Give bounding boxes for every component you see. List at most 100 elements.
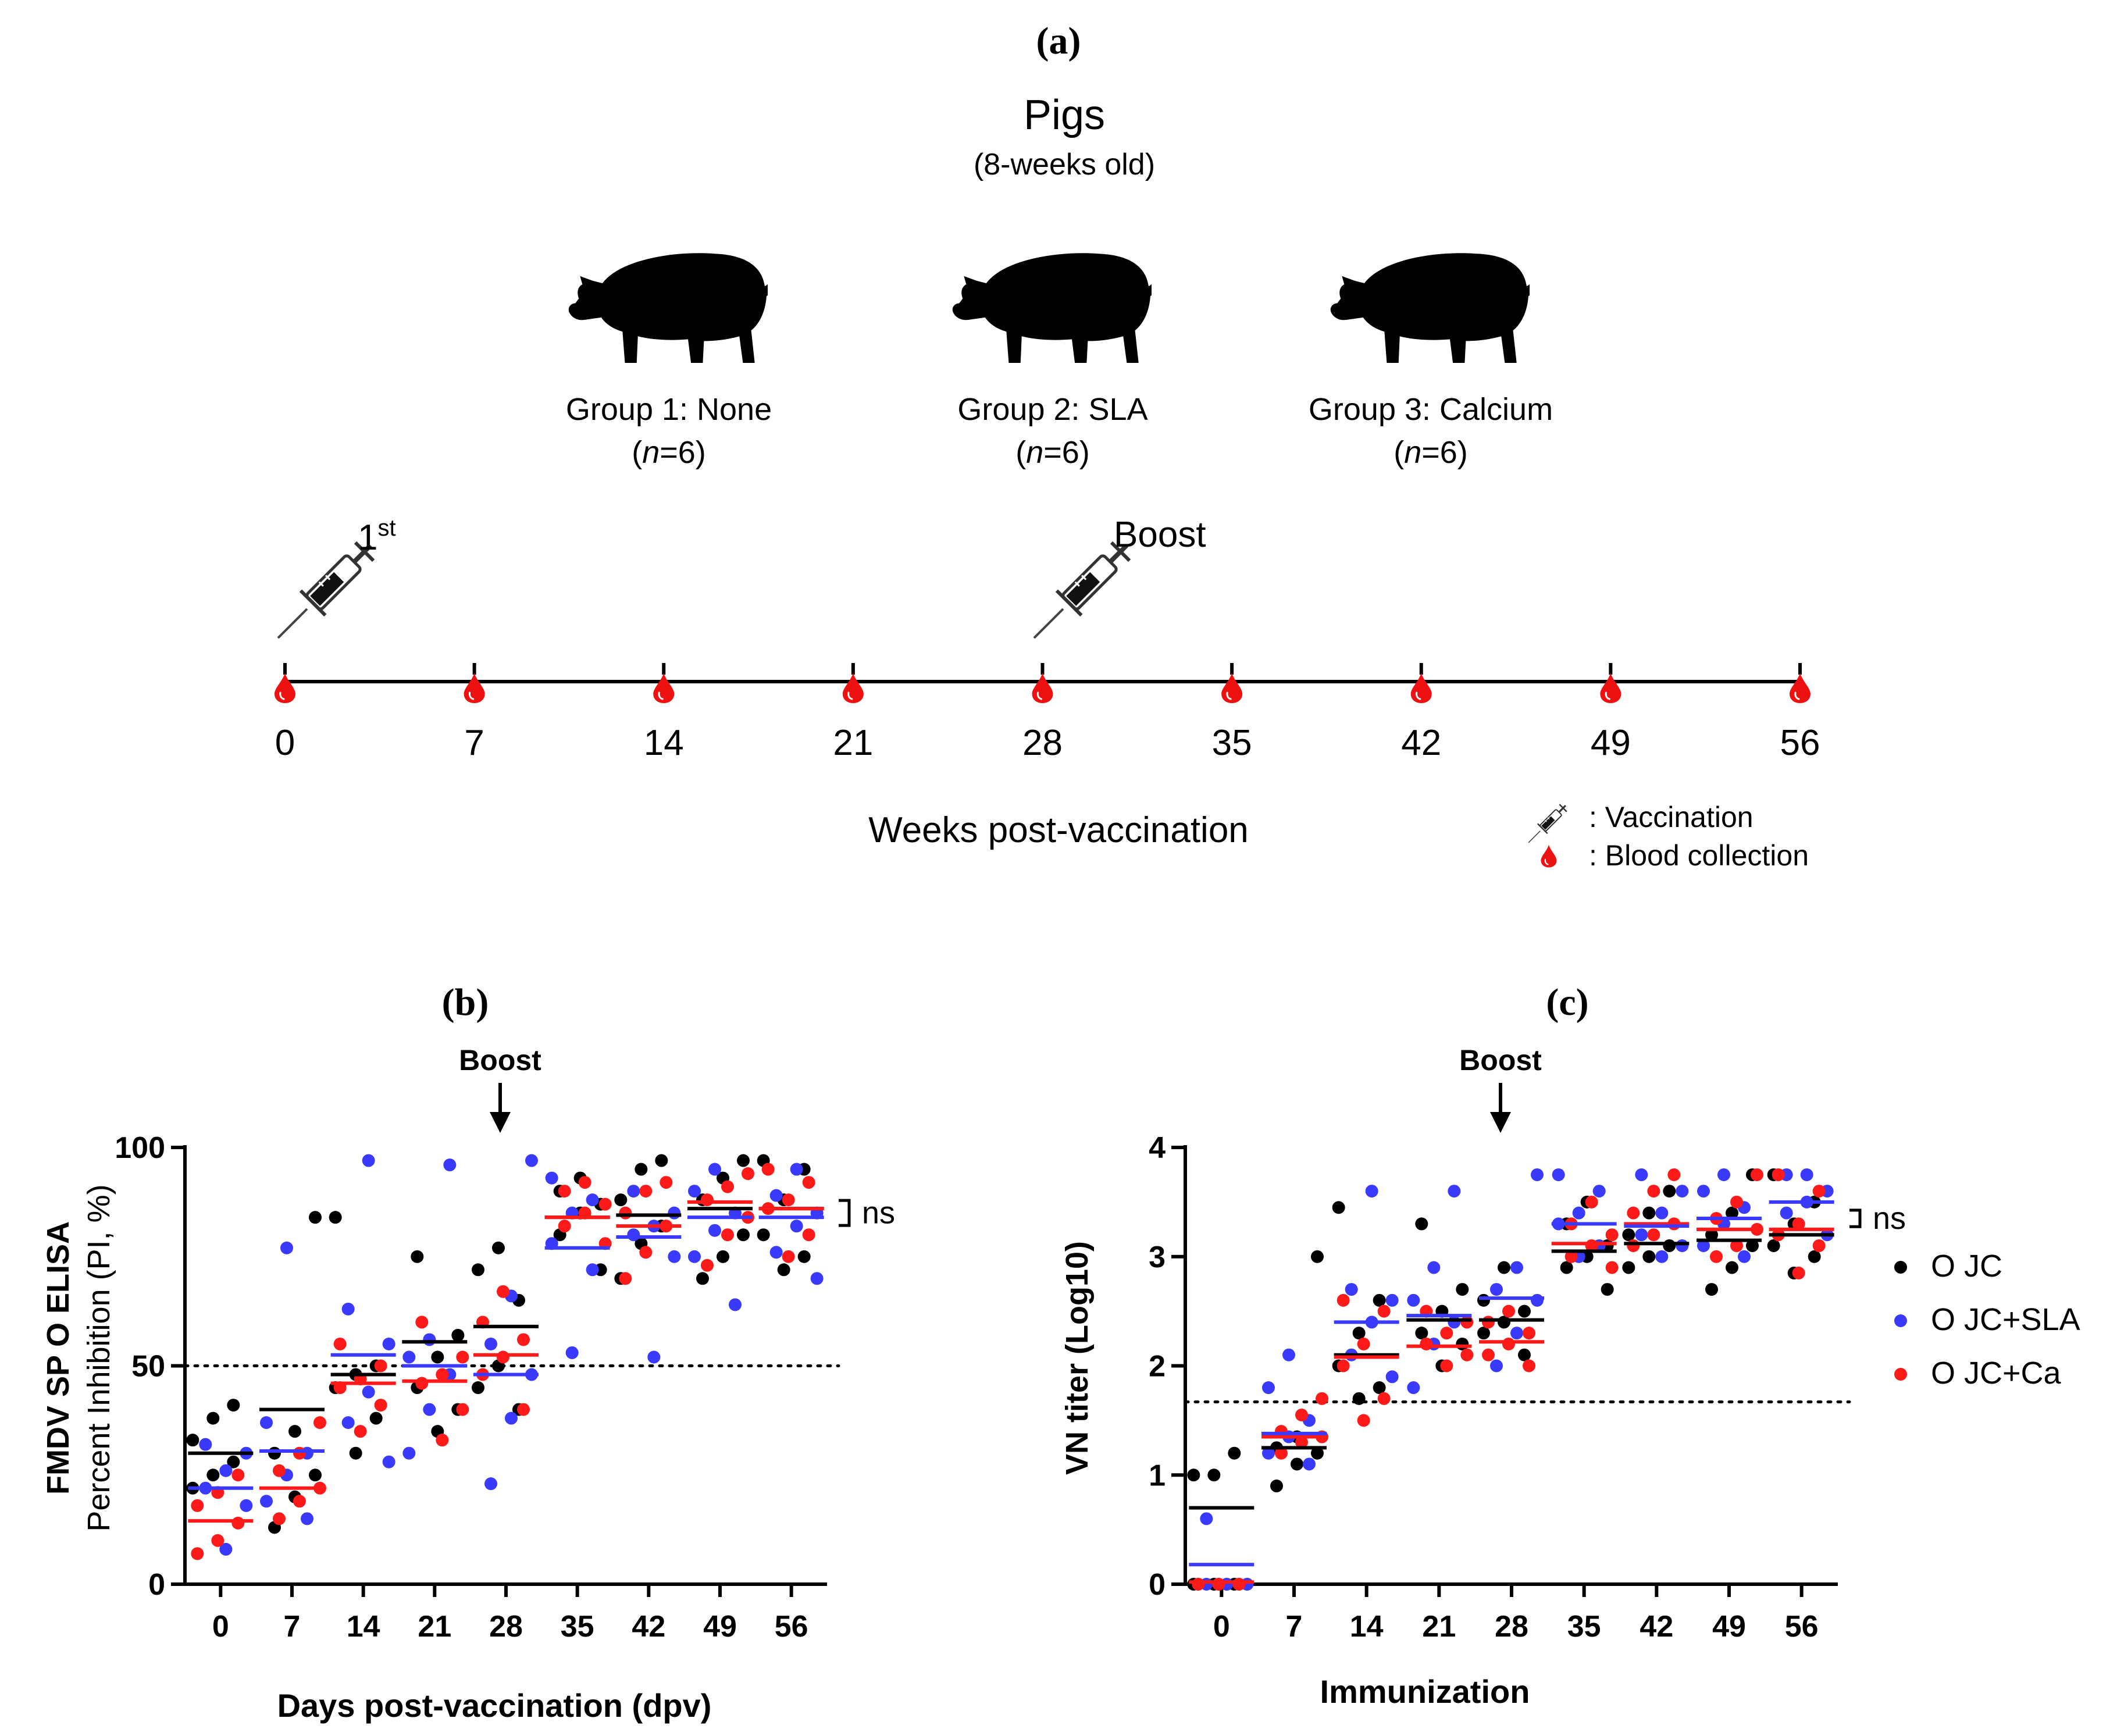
data-point [1427, 1261, 1441, 1274]
data-point [1510, 1261, 1523, 1274]
data-point [1585, 1195, 1598, 1209]
data-point [721, 1228, 734, 1242]
pig-icon [1330, 253, 1530, 363]
data-point [737, 1154, 750, 1167]
data-point [708, 1163, 721, 1176]
data-point [1262, 1381, 1275, 1395]
data-point [1385, 1293, 1399, 1307]
data-point [769, 1246, 783, 1259]
data-point [1572, 1206, 1585, 1220]
y-tick-label: 1 [1149, 1459, 1166, 1492]
x-tick-label: 49 [703, 1610, 737, 1644]
boost-arrow [1490, 1083, 1511, 1133]
data-point [1726, 1206, 1738, 1220]
data-point [301, 1512, 313, 1525]
data-point [639, 1185, 653, 1198]
data-point [1523, 1359, 1535, 1373]
data-point [354, 1425, 367, 1438]
legend-label: O JC+Ca [1931, 1356, 2062, 1391]
data-point [456, 1350, 469, 1364]
data-point [1717, 1168, 1730, 1181]
panel-b-label: (b) [442, 981, 489, 1024]
data-point [497, 1285, 509, 1298]
ns-bracket [1849, 1209, 1862, 1228]
data-point [598, 1197, 612, 1211]
chart-b-plot: 0 50 100 0 7 14 21 28 35 42 49 56 ns [115, 1131, 895, 1644]
boost-arrow [490, 1083, 511, 1133]
x-tick-label: 21 [418, 1610, 451, 1644]
data-point [586, 1263, 599, 1277]
x-tick-label: 42 [632, 1610, 665, 1644]
data-point [688, 1185, 701, 1198]
data-point [313, 1416, 326, 1430]
data-point [627, 1228, 640, 1242]
timepoint-label: 7 [464, 723, 484, 763]
data-point [191, 1547, 204, 1560]
boost-annotation: Boost [1459, 1044, 1542, 1076]
vaccination-legend-label: : Vaccination [1589, 801, 1754, 833]
data-point [374, 1359, 387, 1373]
data-point [545, 1171, 558, 1185]
data-point [1705, 1283, 1718, 1296]
data-point [1295, 1408, 1308, 1421]
data-point [273, 1464, 286, 1477]
data-point [1676, 1185, 1689, 1198]
data-point [415, 1316, 429, 1329]
data-point [1498, 1316, 1510, 1329]
data-point [1337, 1293, 1350, 1307]
y-tick-label: 2 [1149, 1350, 1166, 1384]
data-point [219, 1542, 233, 1556]
data-point [1523, 1327, 1535, 1340]
blood-collection-legend-label: : Blood collection [1589, 839, 1809, 872]
data-point [1622, 1228, 1635, 1242]
data-point [619, 1206, 632, 1220]
pig-icon [952, 253, 1152, 363]
data-point [1282, 1348, 1295, 1361]
data-point [231, 1468, 245, 1482]
x-tick-label: 7 [284, 1610, 301, 1644]
data-point [362, 1154, 375, 1167]
data-point [1448, 1185, 1461, 1198]
x-tick-label: 28 [489, 1610, 523, 1644]
timepoint-label: 35 [1212, 723, 1252, 763]
data-point [586, 1193, 599, 1207]
panel-c: (c) Boost VN titer (Log10) Immunization … [1060, 981, 2080, 1710]
data-point [647, 1350, 661, 1364]
data-point [206, 1468, 220, 1482]
x-tick-label: 56 [775, 1610, 808, 1644]
data-point [199, 1438, 212, 1451]
data-point [1751, 1168, 1763, 1181]
boost-annotation: Boost [459, 1044, 541, 1076]
data-point [1228, 1446, 1241, 1460]
data-point [1456, 1283, 1469, 1296]
data-point [565, 1346, 579, 1359]
data-point [708, 1224, 721, 1237]
data-point [1642, 1206, 1656, 1220]
group-2-caption: Group 2: SLA (n=6) [957, 392, 1147, 470]
data-point [329, 1211, 342, 1224]
svg-text:1st: 1st [358, 515, 396, 558]
data-point [769, 1189, 783, 1202]
data-point [1490, 1283, 1503, 1296]
data-point [558, 1185, 571, 1198]
data-point [1212, 1578, 1225, 1591]
x-tick-label: 35 [1567, 1610, 1601, 1644]
data-point [1377, 1392, 1391, 1405]
data-point [497, 1350, 509, 1364]
data-point [1365, 1185, 1378, 1198]
y-axis-label-line2: Percent Inhibition (PI, %) [81, 1184, 116, 1531]
panel-c-label: (c) [1546, 981, 1588, 1024]
data-point [737, 1228, 750, 1242]
data-point [1498, 1261, 1510, 1274]
data-point [1332, 1201, 1345, 1214]
data-point [1295, 1435, 1308, 1449]
data-point [1601, 1283, 1614, 1296]
group-n-open: ( [1015, 435, 1026, 470]
data-point [1477, 1327, 1490, 1340]
x-tick-label: 7 [1286, 1610, 1303, 1644]
data-point [721, 1180, 734, 1193]
legend-label: O JC [1931, 1249, 2002, 1284]
x-tick-label: 0 [1213, 1610, 1230, 1644]
x-tick-label: 14 [1350, 1610, 1384, 1644]
x-tick-label: 42 [1640, 1610, 1673, 1644]
